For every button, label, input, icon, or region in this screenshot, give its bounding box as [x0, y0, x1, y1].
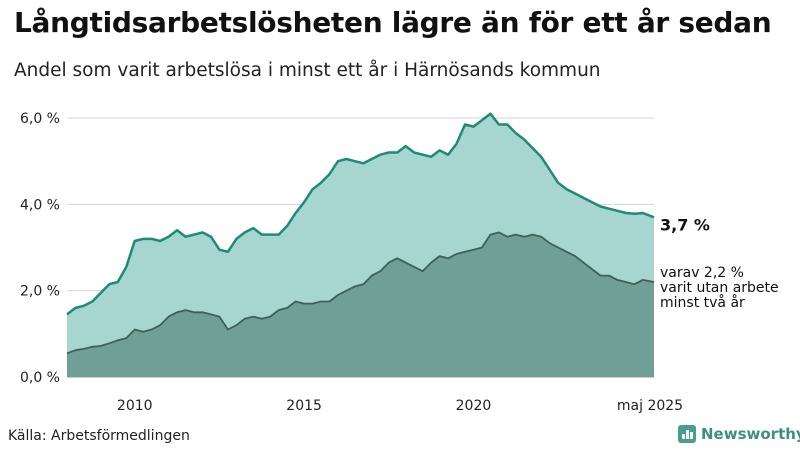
primary-series-line: [66, 112, 655, 316]
y-tick-label: 4,0 %: [20, 197, 60, 213]
secondary-series-area: [67, 232, 654, 377]
y-tick-label: 0,0 %: [20, 370, 60, 386]
chart-areas: [66, 112, 655, 377]
axis-labels: 0,0 % 2,0 % 4,0 % 6,0 % 2010 2015 2020 maj 2025: [20, 111, 683, 414]
chart-subtitle: Andel som varit arbetslösa i minst ett å…: [14, 60, 601, 81]
secondary-end-label: varit utan arbete: [660, 280, 779, 296]
x-tick-label: maj 2025: [617, 398, 683, 414]
x-tick-label: 2015: [286, 398, 322, 414]
y-tick-label: 2,0 %: [20, 284, 60, 300]
secondary-end-label: varav 2,2 %: [660, 265, 744, 281]
x-tick-label: 2020: [456, 398, 492, 414]
newsworthy-logo: Newsworthy: [678, 425, 800, 443]
secondary-end-label: minst två år: [660, 294, 745, 311]
secondary-series-line: [66, 231, 655, 355]
logo-text: Newsworthy: [701, 425, 800, 443]
chart-title: Långtidsarbetslösheten lägre än för ett …: [14, 6, 772, 39]
source-note: Källa: Arbetsförmedlingen: [8, 428, 190, 444]
newsworthy-bar-chart-icon: [678, 425, 696, 443]
y-tick-label: 6,0 %: [20, 111, 60, 127]
end-value-label: 3,7 %: [660, 215, 710, 234]
x-tick-label: 2010: [117, 398, 153, 414]
